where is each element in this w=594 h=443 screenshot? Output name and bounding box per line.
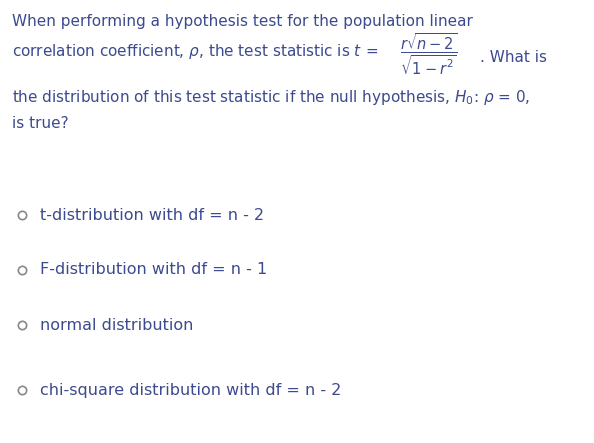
Text: F-distribution with df = n - 1: F-distribution with df = n - 1 [40, 263, 267, 277]
Text: chi-square distribution with df = n - 2: chi-square distribution with df = n - 2 [40, 382, 342, 397]
Text: is true?: is true? [12, 116, 69, 131]
Text: When performing a hypothesis test for the population linear: When performing a hypothesis test for th… [12, 14, 473, 29]
Text: normal distribution: normal distribution [40, 318, 194, 333]
Text: $\dfrac{r\sqrt{n-2}}{\sqrt{1-r^2}}$: $\dfrac{r\sqrt{n-2}}{\sqrt{1-r^2}}$ [400, 32, 457, 77]
Text: the distribution of this test statistic if the null hypothesis, $H_0$: $\rho$ = : the distribution of this test statistic … [12, 88, 530, 107]
Text: . What is: . What is [480, 50, 547, 65]
Text: correlation coefficient, $\rho$, the test statistic is $t\,=$: correlation coefficient, $\rho$, the tes… [12, 42, 378, 61]
Text: t-distribution with df = n - 2: t-distribution with df = n - 2 [40, 207, 264, 222]
